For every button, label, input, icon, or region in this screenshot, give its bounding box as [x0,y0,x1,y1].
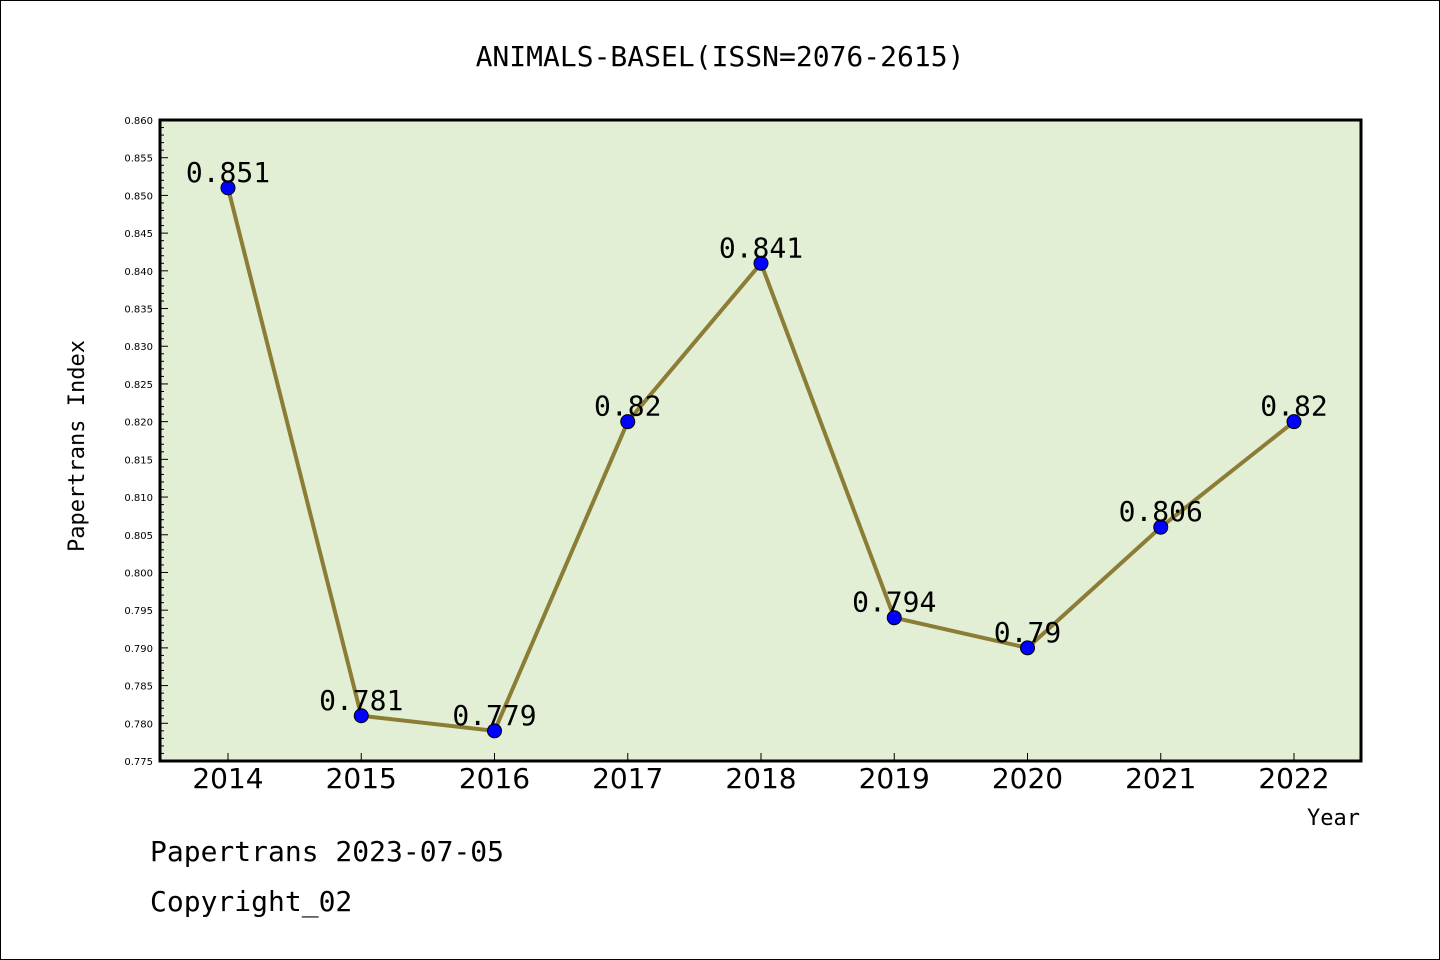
x-tick-label: 2020 [992,762,1063,795]
x-tick-label: 2017 [592,762,663,795]
x-tick-label: 2019 [859,762,930,795]
y-tick-label: 0.820 [124,418,153,429]
y-tick-label: 0.830 [124,342,153,353]
x-tick-label: 2014 [192,762,263,795]
y-tick-label: 0.775 [124,757,153,768]
x-tick-label: 2022 [1258,762,1329,795]
x-tick-label: 2021 [1125,762,1196,795]
data-label: 0.781 [319,684,403,717]
y-tick-label: 0.860 [124,116,153,127]
y-tick-label: 0.855 [124,154,153,165]
data-label: 0.779 [452,699,536,732]
data-point [487,723,502,739]
data-label: 0.841 [719,231,803,264]
series-group: 0.851 0.781 0.779 0.82 0.841 0.794 0.79 0.806 0.… [186,156,1328,739]
y-tick-label: 0.795 [124,606,153,617]
y-tick-label: 0.835 [124,305,153,316]
data-label: 0.806 [1119,495,1203,528]
data-point [1286,414,1302,430]
footer-date: Papertrans 2023-07-05 [150,835,505,868]
y-tick-label: 0.840 [124,267,153,278]
x-axis: 2014 2015 2016 2017 2018 2019 2020 2021 2022 [192,753,1330,795]
y-tick-label: 0.815 [124,455,153,466]
y-tick-label: 0.780 [124,719,153,730]
footer-copyright: Copyright_02 [150,885,353,918]
data-label: 0.794 [852,586,936,619]
data-point [353,708,369,724]
data-point [620,414,636,430]
data-label: 0.82 [1260,390,1327,423]
y-axis-title: Papertrans Index [65,340,90,552]
data-label: 0.82 [594,390,661,423]
y-tick-label: 0.785 [124,682,153,693]
y-tick-label: 0.825 [124,380,153,391]
plot-area [160,120,1361,761]
data-point [220,180,236,196]
y-tick-label: 0.850 [124,191,153,202]
y-tick-label: 0.790 [124,644,153,655]
data-point [1020,640,1035,656]
y-tick-label: 0.810 [124,493,153,504]
x-tick-label: 2016 [459,762,530,795]
y-tick-label: 0.845 [124,229,153,240]
data-point [753,255,769,271]
x-axis-title: Year [1307,806,1360,831]
data-label: 0.79 [994,616,1061,649]
x-tick-label: 2018 [725,762,796,795]
plot-border [158,118,1363,763]
data-point [886,610,902,626]
data-point [1153,519,1169,535]
chart-title: ANIMALS-BASEL(ISSN=2076-2615) [476,40,965,73]
data-label: 0.851 [186,156,270,189]
y-tick-label: 0.800 [124,568,153,579]
y-tick-label: 0.805 [124,531,153,542]
x-tick-label: 2015 [326,762,397,795]
